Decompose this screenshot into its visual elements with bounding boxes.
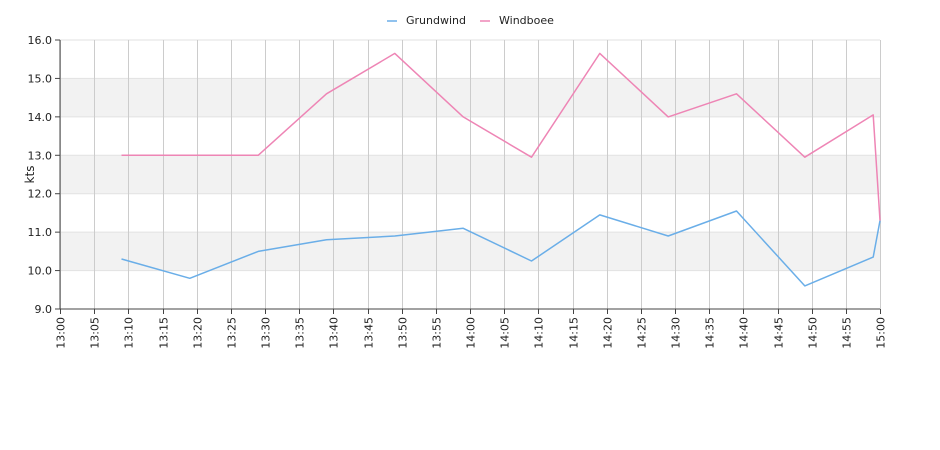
x-tick-label: 13:35 <box>294 317 307 349</box>
x-tick-label: 13:20 <box>192 317 205 349</box>
x-tick-label: 14:45 <box>773 317 786 349</box>
y-tick-label: 14.0 <box>28 111 53 124</box>
y-tick-label: 10.0 <box>28 265 53 278</box>
y-tick-labels: 9.0 10.0 11.0 12.0 13.0 14.0 15.0 16.0 <box>28 34 60 316</box>
x-tick-label: 13:25 <box>226 317 239 349</box>
y-tick-label: 16.0 <box>28 34 53 47</box>
series-lines <box>121 52 881 287</box>
x-tick-label: 13:45 <box>363 317 376 349</box>
x-tick-label: 14:20 <box>602 317 615 349</box>
x-tick-label: 13:55 <box>431 317 444 349</box>
x-tick-label: 14:25 <box>636 317 649 349</box>
x-tick-label: 14:05 <box>499 317 512 349</box>
y-axis-label: kts <box>23 166 37 184</box>
x-tick-labels: 13:00 13:05 13:10 13:15 13:20 13:25 13:30 13:35… <box>55 317 888 349</box>
y-tick-label: 13.0 <box>28 149 53 162</box>
series-line-grundwind <box>121 210 881 287</box>
x-tick-label: 15:00 <box>875 317 888 349</box>
x-tick-label: 14:50 <box>807 317 820 349</box>
x-tick-label: 14:15 <box>568 317 581 349</box>
x-tick-label: 14:35 <box>704 317 717 349</box>
x-tick-label: 14:00 <box>465 317 478 349</box>
x-tick-label: 13:10 <box>123 317 136 349</box>
series-line-windboee <box>121 52 881 221</box>
legend-label-windboee: Windboee <box>499 14 554 27</box>
y-tick-label: 11.0 <box>28 226 53 239</box>
x-tick-label: 13:05 <box>89 317 102 349</box>
y-tick-label: 12.0 <box>28 188 53 201</box>
y-tick-label: 15.0 <box>28 72 53 85</box>
y-tick-label: 9.0 <box>35 303 53 316</box>
x-tick-label: 14:10 <box>533 317 546 349</box>
axes <box>59 40 880 310</box>
x-tick-label: 13:30 <box>260 317 273 349</box>
x-tick-label: 13:15 <box>158 317 171 349</box>
x-tick-label: 13:50 <box>397 317 410 349</box>
x-tick-label: 14:40 <box>738 317 751 349</box>
x-tick-label: 14:55 <box>841 317 854 349</box>
vertical-gridlines <box>60 40 881 314</box>
x-tick-label: 14:30 <box>670 317 683 349</box>
legend[interactable]: Grundwind Windboee <box>387 14 554 27</box>
x-tick-label: 13:40 <box>328 317 341 349</box>
legend-label-grundwind: Grundwind <box>406 14 466 27</box>
x-tick-label: 13:00 <box>55 317 68 349</box>
